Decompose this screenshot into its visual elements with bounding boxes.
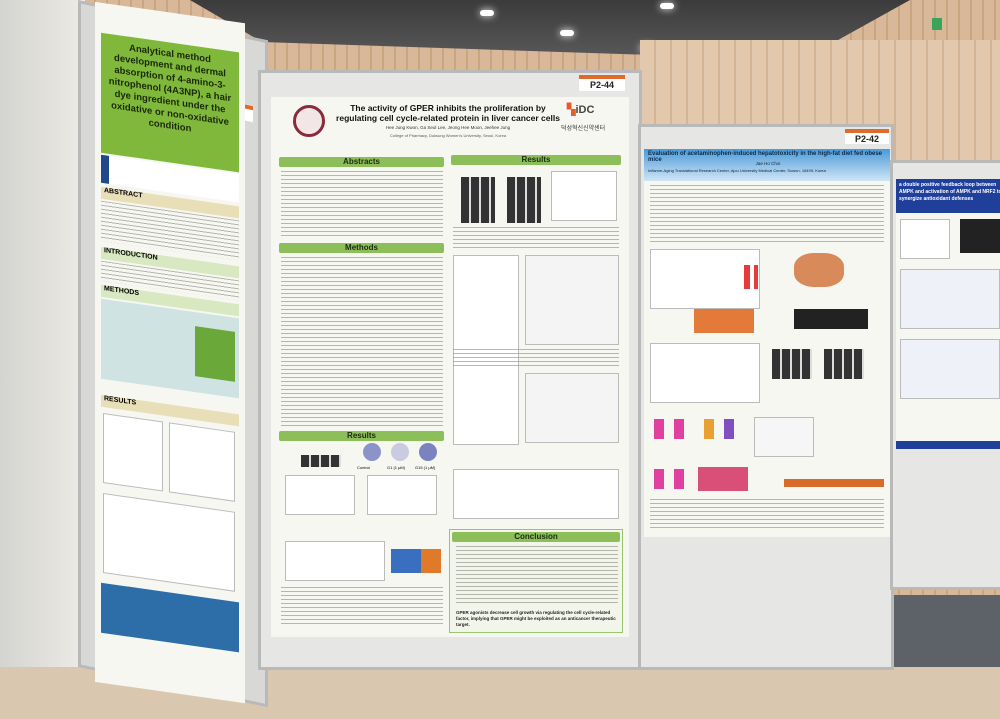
bar-chart xyxy=(367,475,437,515)
microscopy-image xyxy=(960,219,1000,253)
colony-plate xyxy=(419,443,437,461)
conclusion-highlight: GPER agonists decrease cell growth via r… xyxy=(456,610,616,627)
ceiling-light xyxy=(560,30,574,36)
idc-logo: ▚iDC xyxy=(567,104,595,116)
footer-bar xyxy=(896,441,1000,449)
conclusion-block xyxy=(101,582,239,653)
western-blot xyxy=(824,349,864,379)
growth-chart xyxy=(285,475,355,515)
figure-caption xyxy=(453,349,619,369)
label-control: Control xyxy=(357,465,370,470)
label-g15: G15 (1 μM) xyxy=(415,465,436,470)
analysis-plots xyxy=(525,255,619,345)
liver-illustration xyxy=(794,253,844,287)
partition-panel xyxy=(0,0,85,667)
figure xyxy=(900,219,950,259)
staining-images xyxy=(698,467,748,491)
histology-panel xyxy=(794,309,868,329)
title-banner: Evaluation of acetaminophen-induced hepa… xyxy=(644,149,890,181)
section-results-lower: Results xyxy=(279,431,444,441)
stacked-bar-chart xyxy=(391,549,441,573)
poster-left: Analytical method development and dermal… xyxy=(95,1,245,704)
ceiling-light xyxy=(480,10,494,16)
schematic-figure xyxy=(650,249,760,309)
figure-caption xyxy=(453,227,619,249)
bar-chart xyxy=(654,469,694,489)
poster-right: Evaluation of acetaminophen-induced hepa… xyxy=(644,149,890,537)
results-table xyxy=(103,412,163,492)
heatmap-table xyxy=(285,541,385,581)
section-results: Results xyxy=(451,155,621,165)
exit-sign xyxy=(932,18,942,30)
western-blot xyxy=(507,177,541,223)
poster-title: Analytical method development and dermal… xyxy=(101,32,239,173)
bar-chart xyxy=(704,419,744,439)
figure xyxy=(900,339,1000,399)
bar-chart xyxy=(654,419,694,439)
ceiling-light xyxy=(660,3,674,9)
abstract-text xyxy=(281,171,443,239)
analysis-plots xyxy=(525,373,619,443)
western-blot xyxy=(772,349,812,379)
methods-image xyxy=(195,326,235,382)
results-caption xyxy=(281,587,443,627)
poster-board-right: P2-42 Evaluation of acetaminophen-induce… xyxy=(638,124,894,670)
methods-text xyxy=(281,257,443,427)
section-conclusion: Conclusion xyxy=(452,532,620,542)
conclusion-box: Conclusion GPER agonists decrease cell g… xyxy=(449,529,623,633)
board-label: P2-44 xyxy=(579,75,625,91)
poster-far-right: a double positive feedback loop between … xyxy=(896,179,1000,449)
western-blot xyxy=(461,177,495,223)
logo-text: iDC xyxy=(575,104,595,116)
university-seal-icon xyxy=(293,105,325,137)
section-abstracts: Abstracts xyxy=(279,157,444,167)
floor xyxy=(890,595,1000,667)
colony-plate xyxy=(391,443,409,461)
poster-board-far-right: a double positive feedback loop between … xyxy=(890,160,1000,590)
western-blot xyxy=(301,455,341,467)
poster-board-center: P2-44 The activity of GPER inhibits the … xyxy=(258,70,642,670)
references-text xyxy=(650,499,884,529)
poster-title: The activity of GPER inhibits the prolif… xyxy=(336,103,560,123)
abstract-text xyxy=(650,185,884,245)
logo-subtext: 덕성혁신신약센터 xyxy=(561,126,606,132)
poster-authors: Hee Jung Kwon, Ga Seul Lee, Jeong Hee Mo… xyxy=(385,125,511,130)
tumor-growth-figure xyxy=(453,469,619,519)
references-bar xyxy=(784,479,884,487)
poster-board-left: Analytical method development and dermal… xyxy=(78,0,268,708)
poster-title: Evaluation of acetaminophen-induced hepa… xyxy=(648,151,883,163)
histology-image xyxy=(694,309,754,333)
poster-affiliation: Inflamm-Aging Translational Research Cen… xyxy=(648,168,826,173)
results-figure xyxy=(103,492,235,592)
conclusion-bullets xyxy=(456,546,618,606)
results-chart xyxy=(169,422,235,502)
label-g1: G1 (1 μM) xyxy=(387,465,406,470)
expression-bar-chart xyxy=(551,171,617,221)
figure xyxy=(900,269,1000,329)
poster-title: a double positive feedback loop between … xyxy=(896,179,1000,213)
poster-author: Jae Ho Choi xyxy=(755,161,781,166)
pathway-diagram xyxy=(754,417,814,457)
bar-chart xyxy=(744,265,764,289)
poster-center: The activity of GPER inhibits the prolif… xyxy=(271,97,629,637)
section-methods: Methods xyxy=(279,243,444,253)
poster-affiliation: College of Pharmacy, Duksung Women's Uni… xyxy=(389,133,507,138)
bar-charts xyxy=(650,343,760,403)
board-label: P2-42 xyxy=(845,129,889,144)
colony-plate xyxy=(363,443,381,461)
